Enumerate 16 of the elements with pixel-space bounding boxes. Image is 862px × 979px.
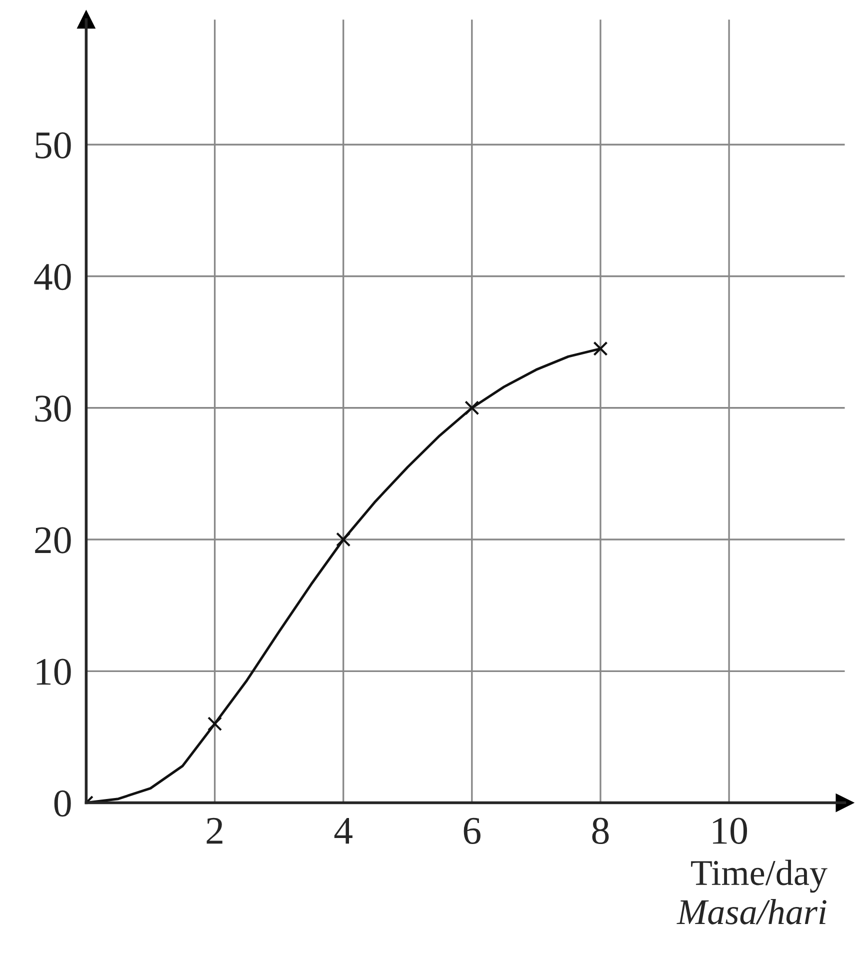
point — [593, 341, 608, 356]
y-tick-label: 20 — [35, 527, 71, 554]
y-tick-label: 50 — [36, 132, 71, 159]
x-tick-label: 4 — [334, 818, 352, 844]
x-tick-label: 2 — [206, 818, 222, 844]
x-tick-label: 8 — [592, 818, 609, 844]
point — [336, 532, 351, 547]
y-tick-label: 10 — [36, 658, 71, 686]
y-tick-label: 0 — [54, 790, 71, 817]
x-tick-label: 10 — [713, 818, 748, 844]
y-tick-label: 40 — [34, 264, 71, 290]
y-tick-label: 30 — [35, 396, 71, 422]
x-tick-label: 6 — [464, 818, 480, 844]
point — [207, 716, 222, 732]
point — [464, 400, 480, 416]
x-axis-title: Time/day Masa/hari — [676, 860, 828, 924]
